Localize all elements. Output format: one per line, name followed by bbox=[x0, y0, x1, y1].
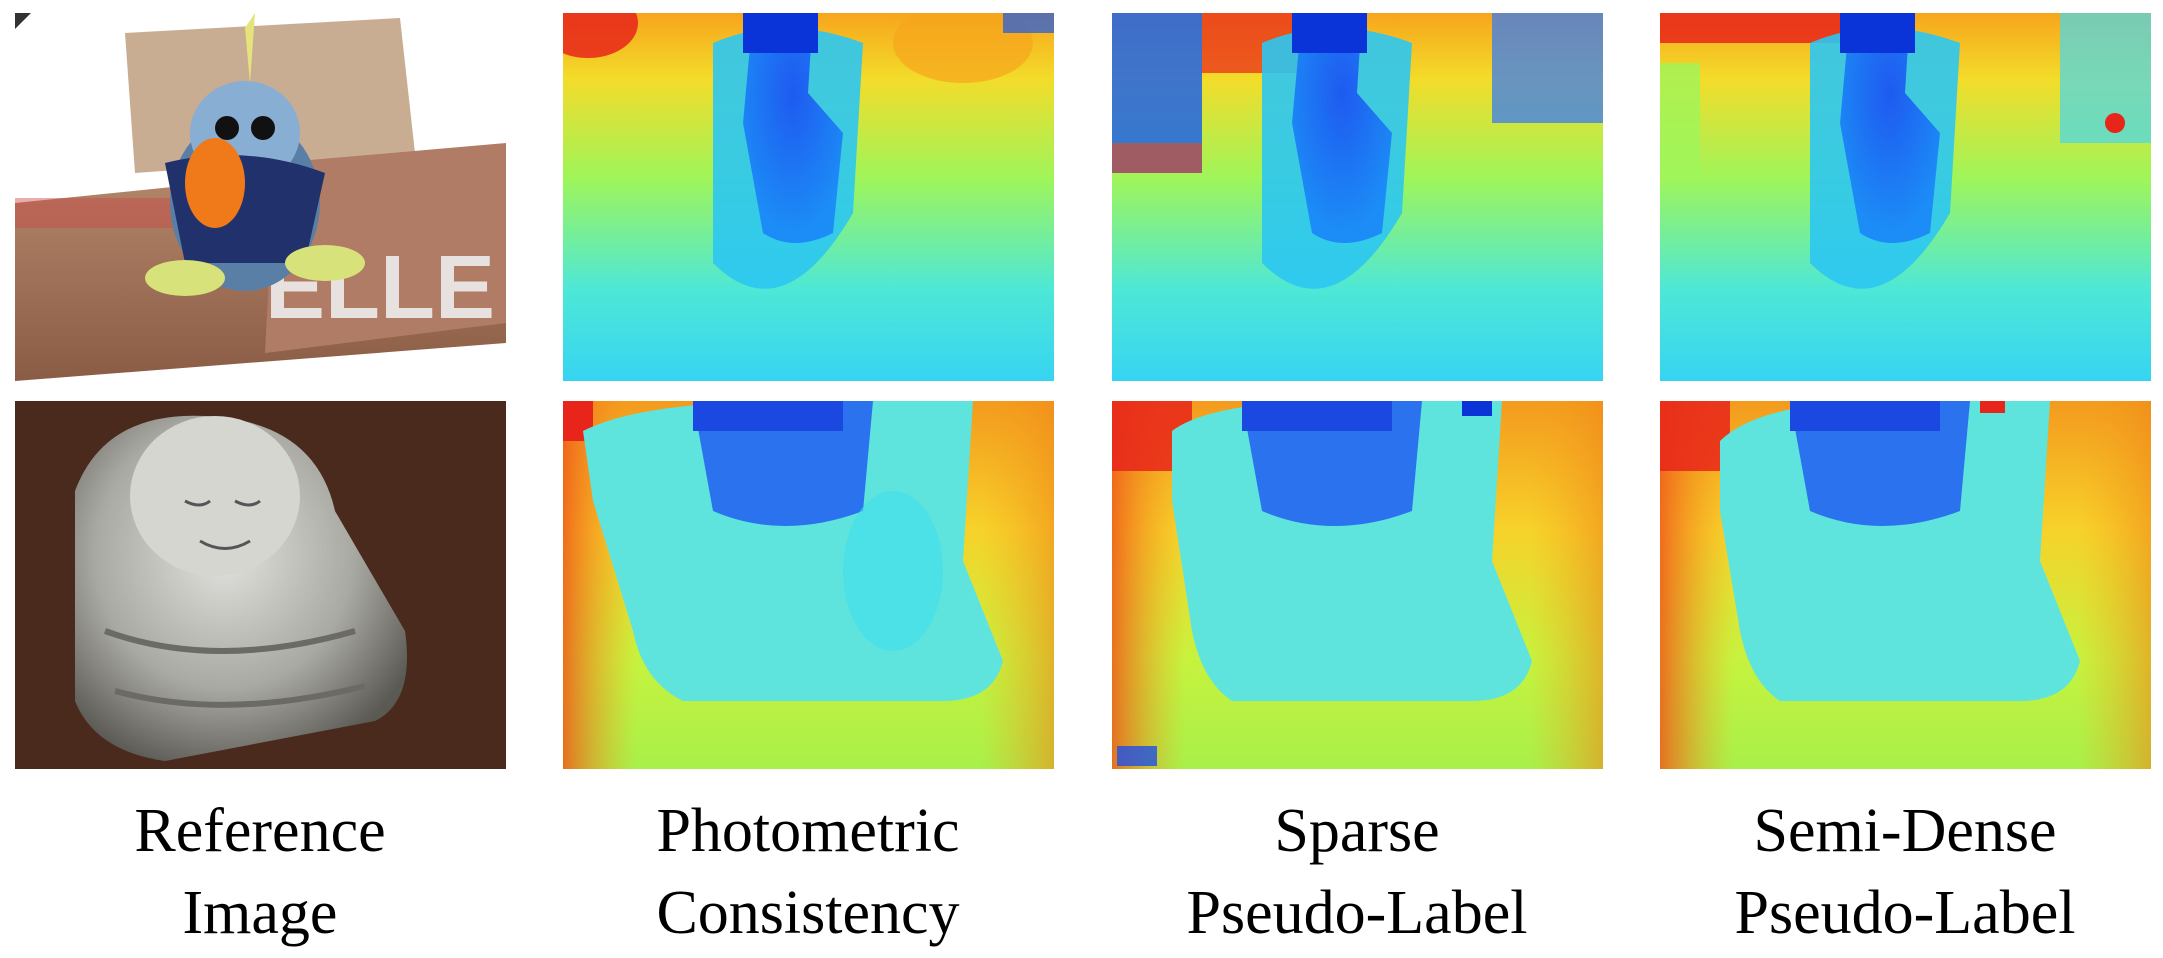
photometric-depth-map-buddha bbox=[563, 401, 1054, 769]
label-line: Photometric bbox=[656, 797, 960, 865]
reference-image-buddha bbox=[15, 401, 506, 769]
label-line: Image bbox=[182, 879, 338, 947]
label-semi-dense-pseudo-label: Semi-Dense Pseudo-Label bbox=[1625, 790, 2163, 954]
sparse-pseudo-label-buddha bbox=[1112, 401, 1603, 769]
label-sparse-pseudo-label: Sparse Pseudo-Label bbox=[1077, 790, 1637, 954]
semi-dense-pseudo-label-buddha bbox=[1660, 401, 2151, 769]
label-line: Reference bbox=[134, 797, 386, 865]
semi-dense-pseudo-label-toy bbox=[1660, 13, 2151, 381]
reference-image-toy: ELLE bbox=[15, 13, 506, 381]
label-line: Consistency bbox=[656, 879, 960, 947]
sparse-pseudo-label-toy bbox=[1112, 13, 1603, 381]
label-reference-image: Reference Image bbox=[0, 790, 540, 954]
label-line: Pseudo-Label bbox=[1734, 879, 2076, 947]
label-line: Semi-Dense bbox=[1753, 797, 2057, 865]
label-line: Pseudo-Label bbox=[1186, 879, 1528, 947]
label-photometric-consistency: Photometric Consistency bbox=[528, 790, 1088, 954]
photometric-depth-map-toy bbox=[563, 13, 1054, 381]
label-line: Sparse bbox=[1274, 797, 1440, 865]
